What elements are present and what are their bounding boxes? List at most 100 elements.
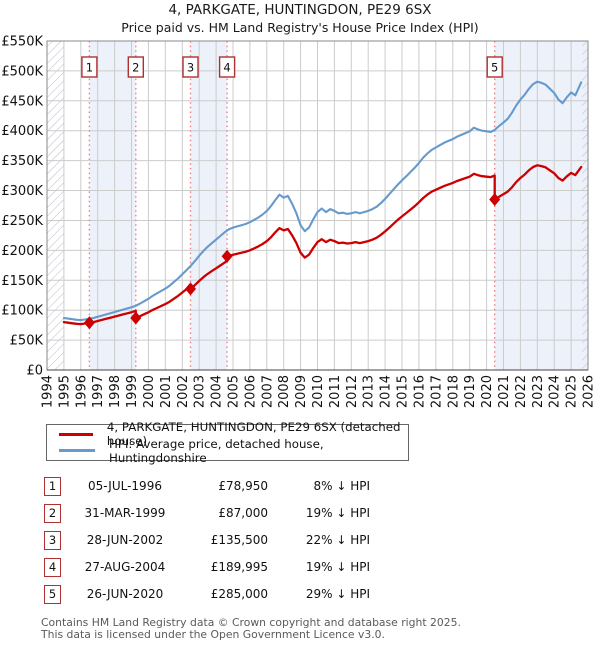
price-paid-line (62, 164, 583, 326)
y-tick-label: £450K (1, 94, 43, 109)
x-tick-label: 2014 (379, 375, 394, 408)
sale-label-box (182, 56, 199, 78)
legend-item-price-paid: 4, PARKGATE, HUNTINGDON, PE29 6SX (detac… (47, 420, 408, 448)
y-tick-label: £350K (1, 154, 43, 169)
ownership-band (190, 41, 227, 370)
sale-hpi-delta: 8% ↓ HPI (313, 479, 370, 493)
ownership-band (89, 41, 136, 370)
x-tick-label: 2000 (142, 375, 157, 408)
y-tick-label: £100K (1, 304, 43, 319)
table-row: 3 28-JUN-2002 £135,500 22% ↓ HPI (0, 531, 600, 551)
x-tick-label: 2021 (497, 375, 512, 408)
sale-label-box (81, 56, 98, 78)
sale-marker (185, 282, 196, 296)
x-tick-label: 2006 (243, 375, 258, 408)
sale-price: £189,995 (210, 560, 268, 574)
sale-number-badge: 3 (44, 531, 61, 550)
x-tick-label: 2017 (429, 375, 444, 408)
sale-price: £87,000 (218, 506, 268, 520)
x-tick-label: 1996 (74, 375, 89, 408)
sale-marker (130, 311, 142, 325)
price-paid-line-swatch (59, 432, 93, 436)
table-row: 2 31-MAR-1999 £87,000 19% ↓ HPI (0, 504, 600, 524)
sale-label: 2 (132, 61, 139, 75)
x-tick-label: 2012 (345, 375, 360, 408)
ownership-band (494, 41, 588, 370)
sale-price: £285,000 (210, 587, 268, 601)
x-tick-label: 1997 (91, 375, 106, 408)
y-tick-label: £50K (10, 334, 44, 349)
x-tick-label: 1998 (108, 375, 123, 408)
footer-line2: This data is licensed under the Open Gov… (41, 627, 385, 641)
sale-price: £78,950 (218, 479, 268, 493)
x-tick-label: 2008 (277, 375, 292, 408)
sale-number-badge: 1 (44, 477, 61, 496)
x-tick-label: 2001 (159, 375, 174, 408)
x-tick-label: 2026 (582, 375, 597, 408)
hpi-line-swatch (59, 449, 95, 453)
x-tick-label: 2025 (565, 375, 580, 408)
sale-marker (489, 193, 501, 206)
x-tick-label: 2010 (311, 375, 326, 408)
legend-label: HPI: Average price, detached house, Hunt… (108, 436, 324, 465)
sale-date: 31-MAR-1999 (84, 506, 166, 520)
x-tick-label: 2007 (260, 375, 275, 408)
sale-hpi-delta: 29% ↓ HPI (305, 587, 370, 601)
y-tick-label: £400K (1, 124, 43, 139)
sale-number-badge: 4 (44, 558, 61, 577)
x-tick-label: 2009 (294, 375, 309, 408)
x-tick-label: 1999 (125, 375, 140, 408)
sale-number-badge: 2 (44, 504, 61, 523)
hpi-line (62, 80, 583, 322)
y-tick-label: £150K (1, 274, 43, 289)
x-tick-label: 2019 (463, 375, 478, 408)
table-row: 1 05-JUL-1996 £78,950 8% ↓ HPI (0, 477, 600, 497)
no-data-hatch (47, 41, 64, 370)
x-tick-label: 2020 (480, 375, 495, 408)
x-tick-label: 2022 (514, 375, 529, 408)
x-tick-label: 2005 (227, 375, 242, 408)
sale-label: 5 (491, 61, 498, 75)
x-tick-label: 2004 (210, 375, 225, 408)
sale-label-box (127, 56, 145, 78)
sale-hpi-delta: 19% ↓ HPI (305, 506, 370, 520)
x-tick-label: 2024 (548, 375, 563, 408)
y-tick-label: £250K (1, 214, 43, 229)
x-tick-label: 2023 (531, 375, 546, 408)
sale-date: 27-AUG-2004 (84, 560, 166, 574)
sale-date: 05-JUL-1996 (88, 479, 162, 493)
chart-legend: 4, PARKGATE, HUNTINGDON, PE29 6SX (detac… (46, 420, 409, 465)
x-tick-label: 1995 (57, 375, 72, 408)
sale-date: 28-JUN-2002 (86, 533, 164, 547)
page-title: 4, PARKGATE, HUNTINGDON, PE29 6SX (168, 2, 432, 18)
sale-label: 3 (187, 61, 194, 75)
sale-date: 26-JUN-2020 (86, 587, 164, 601)
sale-label-box (218, 56, 236, 78)
sale-hpi-delta: 22% ↓ HPI (305, 533, 370, 547)
copyright-footer: Contains HM Land Registry data © Crown c… (41, 617, 581, 640)
y-tick-label: £500K (1, 64, 43, 79)
legend-item-hpi: HPI: Average price, detached house, Hunt… (47, 437, 408, 465)
y-tick-label: £300K (1, 184, 43, 199)
legend-label: 4, PARKGATE, HUNTINGDON, PE29 6SX (detac… (106, 420, 401, 449)
y-tick-label: £0 (26, 364, 43, 379)
x-tick-label: 2015 (396, 375, 411, 408)
x-tick-label: 2018 (446, 375, 461, 408)
sale-hpi-delta: 19% ↓ HPI (305, 560, 370, 574)
sale-marker (83, 316, 95, 330)
sale-number-badge: 5 (44, 585, 61, 604)
sale-label: 4 (223, 61, 230, 75)
x-tick-label: 2016 (412, 375, 427, 408)
price-chart: 1994 1995 1996 1997 1998 1999 2000 2001 2002 2003… (1, 35, 597, 409)
table-row: 4 27-AUG-2004 £189,995 19% ↓ HPI (0, 558, 600, 578)
x-tick-label: 2002 (176, 375, 191, 408)
y-tick-label: £200K (1, 244, 43, 259)
sale-label-box (486, 56, 503, 78)
y-tick-label: £550K (1, 35, 43, 50)
x-tick-label: 2011 (328, 375, 343, 408)
page-subtitle: Price paid vs. HM Land Registry's House … (121, 20, 479, 35)
table-row: 5 26-JUN-2020 £285,000 29% ↓ HPI (0, 585, 600, 605)
x-tick-label: 1994 (41, 375, 56, 408)
sale-price: £135,500 (210, 533, 268, 547)
